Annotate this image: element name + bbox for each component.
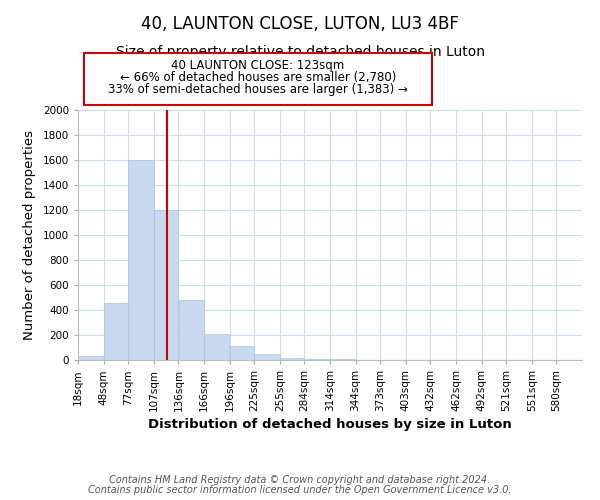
- Bar: [78, 356, 103, 360]
- Bar: [204, 334, 229, 360]
- Bar: [230, 346, 254, 360]
- Bar: [104, 302, 128, 360]
- Bar: [128, 160, 154, 360]
- Bar: [254, 354, 280, 360]
- Text: ← 66% of detached houses are smaller (2,780): ← 66% of detached houses are smaller (2,…: [120, 71, 396, 84]
- Text: 40, LAUNTON CLOSE, LUTON, LU3 4BF: 40, LAUNTON CLOSE, LUTON, LU3 4BF: [141, 15, 459, 33]
- Text: Size of property relative to detached houses in Luton: Size of property relative to detached ho…: [115, 45, 485, 59]
- Text: Contains public sector information licensed under the Open Government Licence v3: Contains public sector information licen…: [88, 485, 512, 495]
- Bar: [154, 210, 178, 360]
- Bar: [280, 358, 304, 360]
- Text: 33% of semi-detached houses are larger (1,383) →: 33% of semi-detached houses are larger (…: [108, 83, 408, 96]
- Text: 40 LAUNTON CLOSE: 123sqm: 40 LAUNTON CLOSE: 123sqm: [172, 58, 344, 71]
- Bar: [179, 300, 204, 360]
- Y-axis label: Number of detached properties: Number of detached properties: [23, 130, 36, 340]
- Bar: [305, 359, 330, 360]
- Text: Contains HM Land Registry data © Crown copyright and database right 2024.: Contains HM Land Registry data © Crown c…: [109, 475, 491, 485]
- X-axis label: Distribution of detached houses by size in Luton: Distribution of detached houses by size …: [148, 418, 512, 431]
